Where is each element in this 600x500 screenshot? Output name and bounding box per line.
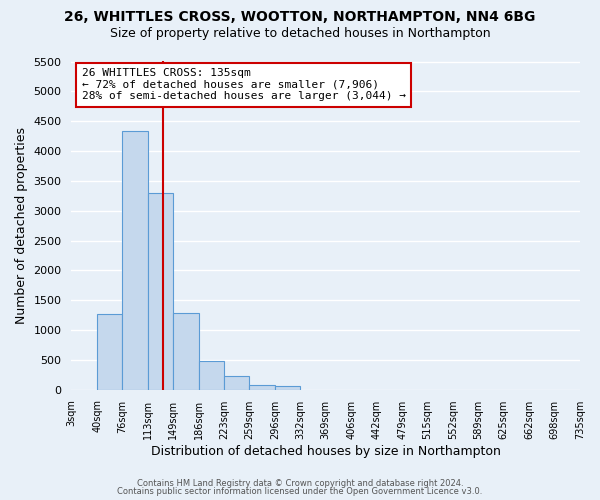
X-axis label: Distribution of detached houses by size in Northampton: Distribution of detached houses by size … (151, 444, 500, 458)
Text: Size of property relative to detached houses in Northampton: Size of property relative to detached ho… (110, 28, 490, 40)
Bar (148, 193, 173, 390)
Bar (249, 385, 275, 390)
Bar (275, 386, 300, 390)
Text: Contains HM Land Registry data © Crown copyright and database right 2024.: Contains HM Land Registry data © Crown c… (137, 478, 463, 488)
Bar (199, 361, 224, 390)
Bar (97, 314, 122, 390)
Bar (173, 312, 199, 390)
Bar (122, 132, 148, 390)
Text: 26, WHITTLES CROSS, WOOTTON, NORTHAMPTON, NN4 6BG: 26, WHITTLES CROSS, WOOTTON, NORTHAMPTON… (64, 10, 536, 24)
Y-axis label: Number of detached properties: Number of detached properties (15, 127, 28, 324)
Text: Contains public sector information licensed under the Open Government Licence v3: Contains public sector information licen… (118, 487, 482, 496)
Bar (224, 376, 249, 390)
Text: 26 WHITTLES CROSS: 135sqm
← 72% of detached houses are smaller (7,906)
28% of se: 26 WHITTLES CROSS: 135sqm ← 72% of detac… (82, 68, 406, 102)
